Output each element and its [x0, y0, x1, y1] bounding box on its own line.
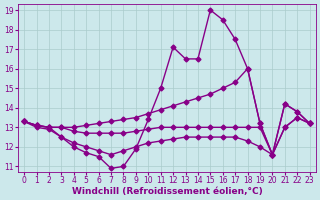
X-axis label: Windchill (Refroidissement éolien,°C): Windchill (Refroidissement éolien,°C): [72, 187, 262, 196]
